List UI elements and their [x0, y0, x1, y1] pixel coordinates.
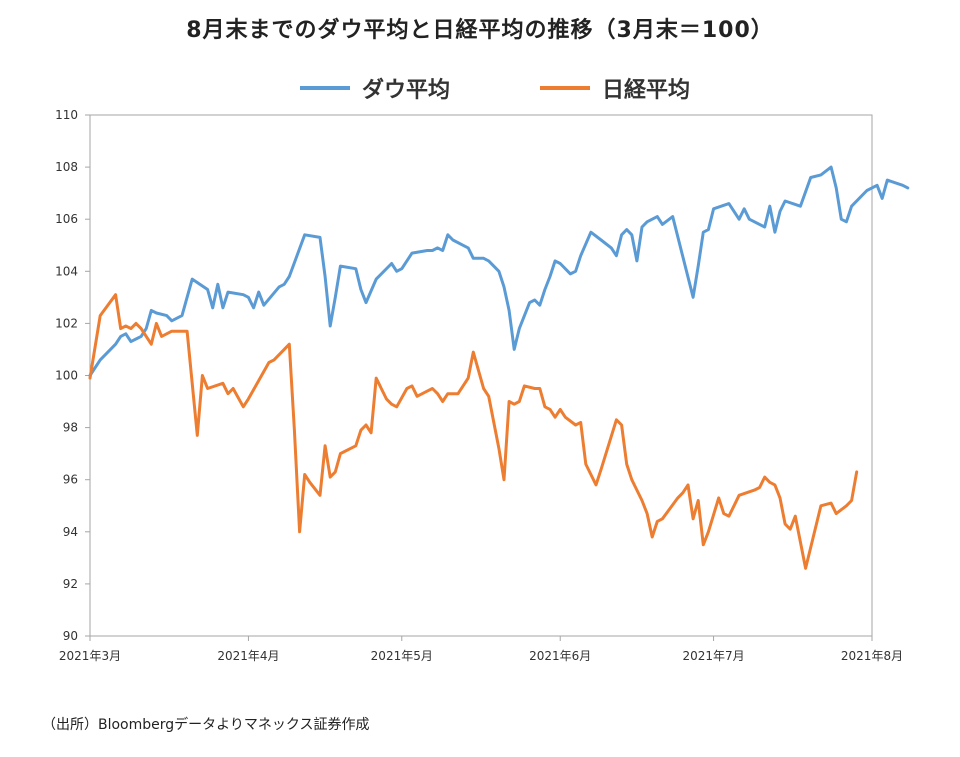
y-tick-label: 104 [55, 264, 78, 278]
legend-label-nikkei: 日経平均 [602, 78, 691, 103]
series-line-nikkei [88, 293, 859, 570]
y-tick-label: 98 [63, 421, 78, 435]
chart-title: 8月末までのダウ平均と日経平均の推移（3月末＝100） [186, 18, 774, 43]
x-tick-label: 2021年6月 [529, 649, 591, 663]
legend-item-nikkei: 日経平均 [540, 72, 690, 104]
x-tick-label: 2021年3月 [59, 649, 121, 663]
y-tick-label: 108 [55, 160, 78, 174]
x-tick-label: 2021年4月 [217, 649, 279, 663]
legend-swatch-nikkei [540, 86, 590, 90]
y-tick-label: 100 [55, 369, 78, 383]
x-tick-label: 2021年5月 [371, 649, 433, 663]
legend-item-dow: ダウ平均 [300, 72, 450, 104]
y-tick-label: 96 [63, 473, 78, 487]
y-tick-label: 110 [55, 108, 78, 122]
x-tick-label: 2021年7月 [682, 649, 744, 663]
y-tick-label: 90 [63, 629, 78, 643]
y-tick-label: 94 [63, 525, 78, 539]
source-note: （出所）Bloombergデータよりマネックス証券作成 [42, 717, 370, 733]
series-line-dow [88, 165, 910, 377]
legend-label-dow: ダウ平均 [362, 78, 451, 103]
x-tick-label: 2021年8月 [841, 649, 903, 663]
y-tick-label: 106 [55, 212, 78, 226]
chart-legend: ダウ平均 日経平均 [0, 72, 960, 108]
y-tick-label: 102 [55, 316, 78, 330]
legend-swatch-dow [300, 86, 350, 90]
y-tick-label: 92 [63, 577, 78, 591]
